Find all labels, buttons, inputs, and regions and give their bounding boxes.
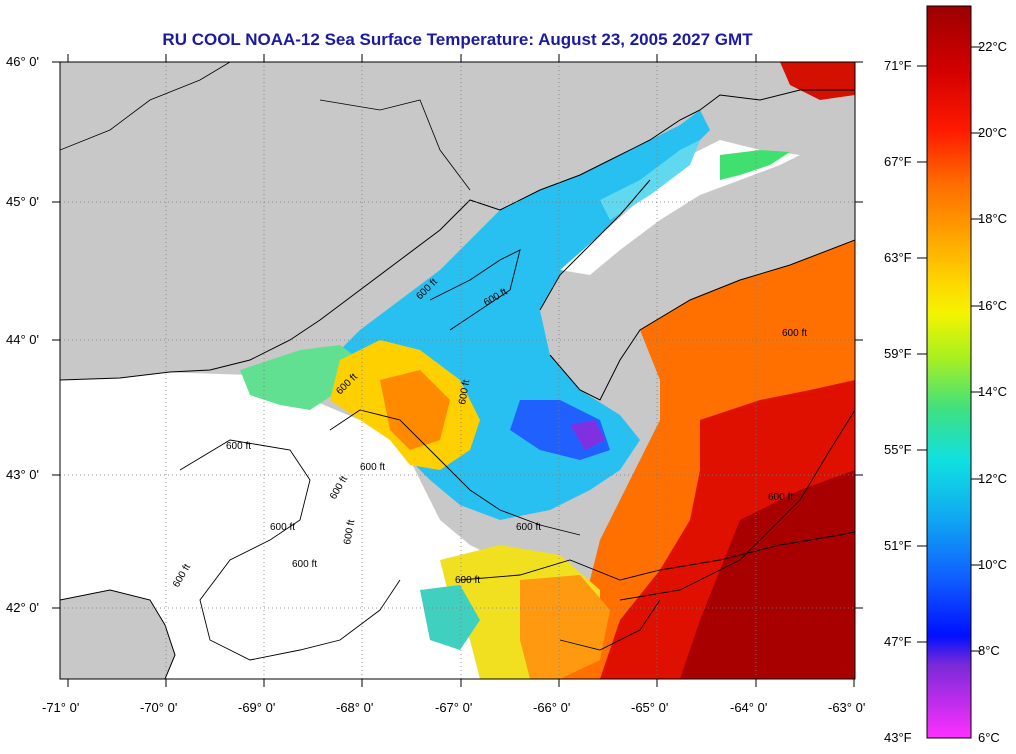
map-area (60, 62, 855, 679)
sea-surface-orange-south (520, 575, 610, 679)
contour-label: 600 ft (270, 522, 295, 533)
contour-label: 600 ft (457, 379, 472, 406)
contour-label: 600 ft (342, 519, 357, 546)
coastline-maine (60, 199, 501, 381)
contour-label: 600 ft (516, 522, 541, 533)
sea-surface-bluegreen-south (420, 585, 480, 650)
colorbar-celsius-label: 16°C (978, 298, 1008, 313)
contour-600ft-central (329, 409, 581, 536)
colorbar-celsius-label: 6°C (978, 730, 1000, 745)
colorbar-fahrenheit-label: 71°F (884, 58, 912, 73)
contour-label: 600 ft (455, 575, 480, 586)
colorbar-celsius-label: 8°C (978, 643, 1000, 658)
border-line (60, 62, 471, 191)
colorbar-fahrenheit-label: 43°F (884, 730, 912, 745)
sea-surface-hottest (680, 470, 855, 679)
map-frame (59, 61, 856, 680)
sea-surface-orange (380, 370, 450, 450)
latitude-label: 45° 0' (6, 194, 39, 209)
colorbar-fahrenheit-label: 63°F (884, 250, 912, 265)
colorbar-fahrenheit-label: 51°F (884, 538, 912, 553)
land-maine (60, 62, 500, 380)
contour-600ft-southeast (559, 599, 661, 651)
longitude-label: -67° 0' (435, 700, 473, 715)
latitude-label: 44° 0' (6, 332, 39, 347)
colorbar-celsius-label: 12°C (978, 471, 1008, 486)
contour-label: 600 ft (292, 559, 317, 570)
latitude-label: 43° 0' (6, 467, 39, 482)
longitude-label: -71° 0' (42, 700, 80, 715)
colorbar-fahrenheit-label: 67°F (884, 154, 912, 169)
longitude-label: -63° 0' (828, 700, 866, 715)
sea-surface-purple (570, 420, 605, 450)
latitude-label: 46° 0' (6, 54, 39, 69)
coastline-fundy (499, 89, 855, 211)
colorbar-fahrenheit-label: 55°F (884, 442, 912, 457)
colorbar-fahrenheit-label: 47°F (884, 634, 912, 649)
coastline-cape-cod (60, 589, 176, 679)
contour-label: 600 ft (360, 462, 385, 473)
colorbar-ticks (917, 46, 981, 652)
longitude-label: -66° 0' (533, 700, 571, 715)
coastline-nova-scotia (539, 179, 855, 401)
colorbar-celsius-label: 20°C (978, 125, 1008, 140)
colorbar-celsius-label: 10°C (978, 557, 1008, 572)
latitude-label: 42° 0' (6, 600, 39, 615)
contour-label: 600 ft (768, 492, 793, 503)
contour-600ft-shelf (459, 531, 855, 581)
contour-600ft-west (179, 439, 401, 661)
colorbar (926, 5, 972, 739)
colorbar-fahrenheit-label: 59°F (884, 346, 912, 361)
longitude-label: -68° 0' (336, 700, 374, 715)
land-new-brunswick (470, 62, 855, 210)
contour-label: 600 ft (226, 441, 251, 452)
longitude-label: -64° 0' (730, 700, 768, 715)
contour-label: 600 ft (782, 328, 807, 339)
contour-600ft-east (429, 249, 521, 331)
graticule (60, 62, 855, 679)
longitude-label: -65° 0' (631, 700, 669, 715)
colorbar-celsius-label: 18°C (978, 211, 1008, 226)
sea-surface-green (240, 345, 360, 410)
land-cape-cod (60, 590, 175, 679)
colorbar-celsius-label: 22°C (978, 39, 1008, 54)
longitude-label: -69° 0' (238, 700, 276, 715)
contour-600ft-scotian (619, 409, 855, 601)
land-nova-scotia (540, 150, 855, 400)
colorbar-celsius-label: 14°C (978, 384, 1008, 399)
longitude-label: -70° 0' (140, 700, 178, 715)
map-title: RU COOL NOAA-12 Sea Surface Temperature:… (162, 30, 753, 49)
minas-basin-sst (720, 150, 790, 180)
frame-ticks (52, 54, 863, 687)
